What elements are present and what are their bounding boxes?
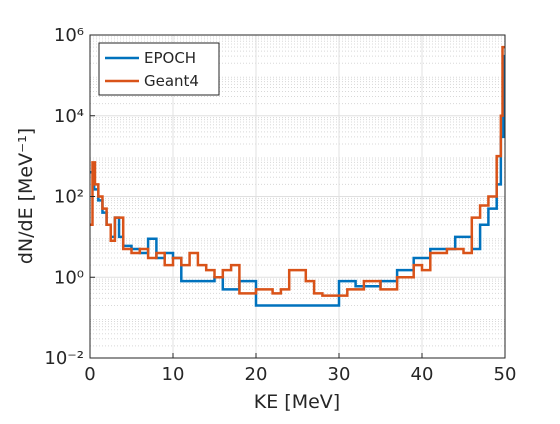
x-tick-label: 30 xyxy=(328,364,351,385)
lines xyxy=(90,45,505,307)
x-tick-label: 50 xyxy=(494,364,517,385)
x-tick-label: 0 xyxy=(84,364,95,385)
x-tick-label: 10 xyxy=(162,364,185,385)
y-tick-label: 10⁴ xyxy=(54,106,84,127)
y-tick-label: 10² xyxy=(54,187,84,208)
legend-label: EPOCH xyxy=(144,49,196,67)
legend: EPOCH Geant4 xyxy=(98,42,220,96)
x-tick-label: 40 xyxy=(411,364,434,385)
series-line xyxy=(90,45,505,297)
y-tick-label: 10⁰ xyxy=(54,267,84,288)
x-tick-label: 20 xyxy=(245,364,268,385)
y-axis-label: dN/dE [MeV⁻¹] xyxy=(15,128,37,264)
legend-label: Geant4 xyxy=(144,72,199,90)
legend-box xyxy=(98,42,220,96)
x-axis-label: KE [MeV] xyxy=(254,391,340,413)
y-tick-label: 10⁶ xyxy=(54,25,84,46)
y-tick-label: 10⁻² xyxy=(44,348,84,369)
